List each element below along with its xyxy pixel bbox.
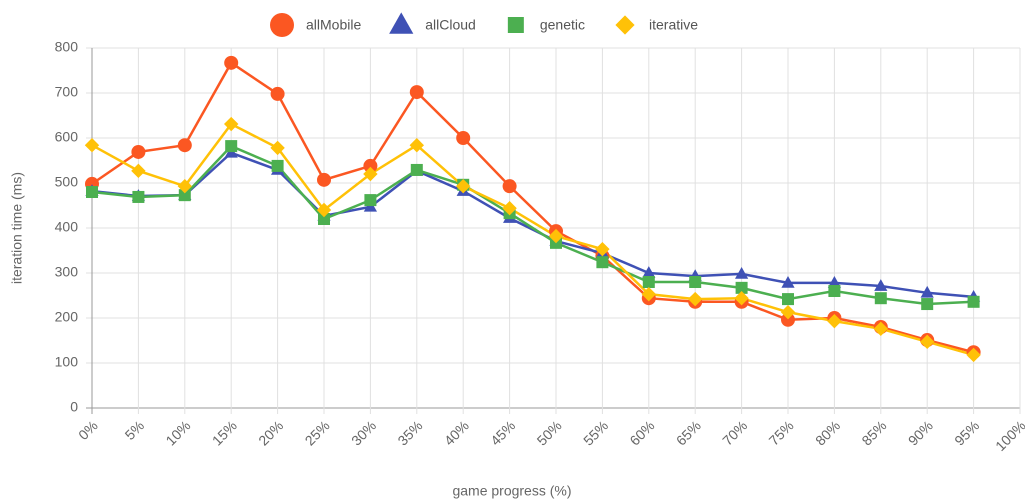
- data-point: [86, 186, 98, 198]
- data-point: [920, 334, 935, 350]
- data-point: [734, 291, 749, 306]
- data-point: [827, 313, 842, 329]
- x-tick-label: 75%: [766, 417, 797, 448]
- legend-label: allCloud: [425, 17, 476, 33]
- x-tick-label: 95%: [951, 417, 982, 448]
- y-tick-label: 200: [55, 309, 79, 325]
- data-point: [270, 86, 285, 101]
- legend-marker: [615, 15, 635, 35]
- x-tick-label: 5%: [122, 417, 148, 443]
- data-point: [735, 281, 748, 294]
- data-point: [688, 291, 703, 307]
- data-point: [84, 138, 100, 153]
- data-point: [409, 85, 424, 100]
- data-point: [409, 138, 424, 153]
- y-tick-label: 800: [55, 39, 79, 55]
- series-line: [91, 61, 974, 354]
- data-point: [363, 158, 378, 173]
- x-tick-label: 90%: [905, 417, 936, 448]
- data-point: [874, 292, 887, 305]
- data-point: [827, 276, 841, 288]
- x-tick-label: 10%: [162, 417, 193, 448]
- data-point: [271, 159, 284, 172]
- data-point: [874, 279, 888, 291]
- legend-marker: [270, 13, 294, 37]
- series-line: [91, 122, 974, 357]
- data-point: [548, 228, 564, 244]
- data-point: [131, 163, 146, 179]
- x-tick-label: 50%: [534, 417, 565, 448]
- y-tick-label: 600: [55, 129, 79, 145]
- data-point: [224, 116, 239, 132]
- x-tick-label: 85%: [858, 417, 889, 448]
- y-tick-label: 700: [55, 84, 79, 100]
- legend-label: allMobile: [306, 17, 361, 33]
- data-point: [177, 138, 192, 153]
- x-tick-label: 35%: [394, 417, 425, 448]
- data-point: [781, 312, 795, 327]
- data-point: [317, 172, 331, 187]
- data-point: [316, 202, 332, 218]
- legend-marker: [507, 17, 524, 33]
- legend-label: genetic: [540, 17, 585, 33]
- data-point: [967, 295, 980, 308]
- data-point: [873, 321, 888, 336]
- x-tick-label: 25%: [302, 417, 333, 448]
- data-point: [363, 166, 378, 182]
- data-point: [966, 347, 981, 363]
- data-point: [178, 189, 191, 202]
- data-point: [132, 190, 145, 203]
- data-point: [828, 285, 841, 297]
- data-point: [642, 276, 655, 288]
- data-point: [782, 293, 794, 306]
- data-point: [177, 178, 192, 194]
- series-line: [91, 151, 974, 299]
- x-tick-label: 60%: [626, 417, 657, 448]
- legend-label: iterative: [649, 17, 698, 33]
- data-point: [596, 256, 609, 269]
- x-tick-label: 30%: [348, 417, 379, 448]
- x-tick-label: 100%: [992, 417, 1025, 454]
- series-line: [91, 144, 974, 306]
- data-point: [270, 140, 285, 156]
- data-point: [456, 131, 471, 145]
- data-point: [735, 267, 749, 279]
- data-point: [224, 55, 239, 70]
- x-tick-label: 20%: [255, 417, 286, 448]
- data-point: [921, 298, 934, 311]
- y-axis-label: iteration time (ms): [9, 172, 25, 284]
- data-point: [225, 140, 238, 153]
- x-tick-label: 80%: [812, 417, 843, 448]
- x-tick-label: 70%: [719, 417, 750, 448]
- data-point: [502, 201, 517, 216]
- x-tick-label: 55%: [580, 417, 611, 448]
- y-tick-label: 300: [55, 264, 79, 280]
- data-point: [920, 285, 934, 298]
- data-point: [318, 213, 330, 225]
- x-axis-label: game progress (%): [452, 483, 571, 499]
- y-tick-label: 0: [70, 399, 78, 415]
- y-tick-label: 400: [55, 219, 79, 235]
- x-tick-label: 65%: [673, 417, 704, 448]
- data-point: [780, 304, 796, 320]
- data-point: [595, 241, 610, 257]
- data-point: [456, 178, 471, 194]
- x-tick-label: 40%: [441, 417, 472, 448]
- x-tick-label: 45%: [487, 417, 518, 448]
- data-point: [642, 266, 656, 278]
- data-point: [781, 276, 795, 288]
- x-tick-label: 15%: [209, 417, 240, 448]
- y-tick-label: 100: [55, 354, 79, 370]
- data-point: [410, 163, 423, 176]
- data-point: [131, 144, 146, 159]
- data-point: [689, 276, 702, 288]
- x-tick-label: 0%: [75, 417, 101, 443]
- data-point: [502, 179, 517, 194]
- legend-marker: [389, 12, 414, 34]
- data-point: [641, 286, 656, 302]
- y-tick-label: 500: [55, 174, 79, 190]
- data-point: [364, 194, 377, 207]
